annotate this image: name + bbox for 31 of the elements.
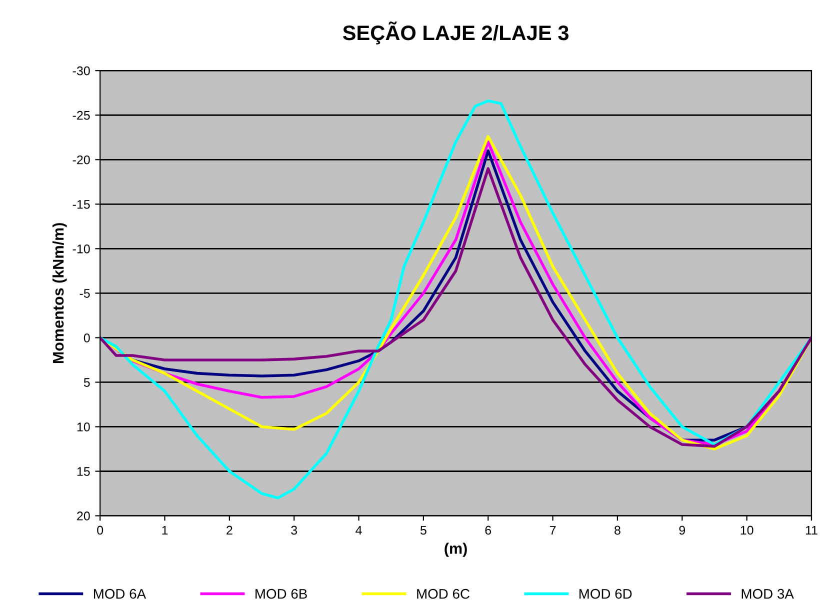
x-tick-label: 9 bbox=[679, 526, 686, 535]
x-axis-title: (m) bbox=[444, 542, 467, 557]
x-tick-label: 6 bbox=[485, 526, 492, 535]
x-tick-label: 3 bbox=[291, 526, 298, 535]
legend-label: MOD 6B bbox=[256, 588, 307, 599]
x-tick-label: 1 bbox=[162, 526, 168, 535]
x-tick-label: 7 bbox=[550, 526, 556, 535]
y-tick-label: 20 bbox=[77, 512, 90, 520]
y-tick-label: 15 bbox=[77, 467, 90, 476]
legend-label: MOD 6D bbox=[579, 588, 632, 599]
x-tick-label: 4 bbox=[356, 526, 362, 535]
x-tick-label: 10 bbox=[740, 526, 754, 535]
chart-title: SEÇÃO LAJE 2/LAJE 3 bbox=[342, 22, 568, 44]
x-tick-label: 0 bbox=[97, 526, 104, 535]
x-tick-label: 11 bbox=[806, 526, 818, 535]
x-tick-label: 8 bbox=[614, 526, 620, 535]
y-tick-label: -30 bbox=[72, 66, 90, 76]
y-tick-label: -25 bbox=[72, 110, 90, 120]
y-tick-label: -10 bbox=[72, 244, 90, 254]
y-tick-label: 0 bbox=[84, 334, 90, 342]
x-tick-label: 2 bbox=[226, 526, 232, 535]
legend-label: MOD 3A bbox=[742, 588, 794, 599]
y-axis-title: Momentos (kNm/m) bbox=[52, 223, 67, 364]
x-tick-label: 5 bbox=[420, 526, 426, 535]
legend-label: MOD 6A bbox=[94, 588, 146, 599]
y-tick-label: -15 bbox=[72, 200, 90, 209]
y-tick-label: -20 bbox=[72, 155, 90, 164]
legend-label: MOD 6C bbox=[417, 588, 470, 599]
y-tick-label: 5 bbox=[84, 378, 90, 387]
y-tick-label: -5 bbox=[80, 289, 90, 298]
y-tick-label: 10 bbox=[77, 422, 90, 432]
